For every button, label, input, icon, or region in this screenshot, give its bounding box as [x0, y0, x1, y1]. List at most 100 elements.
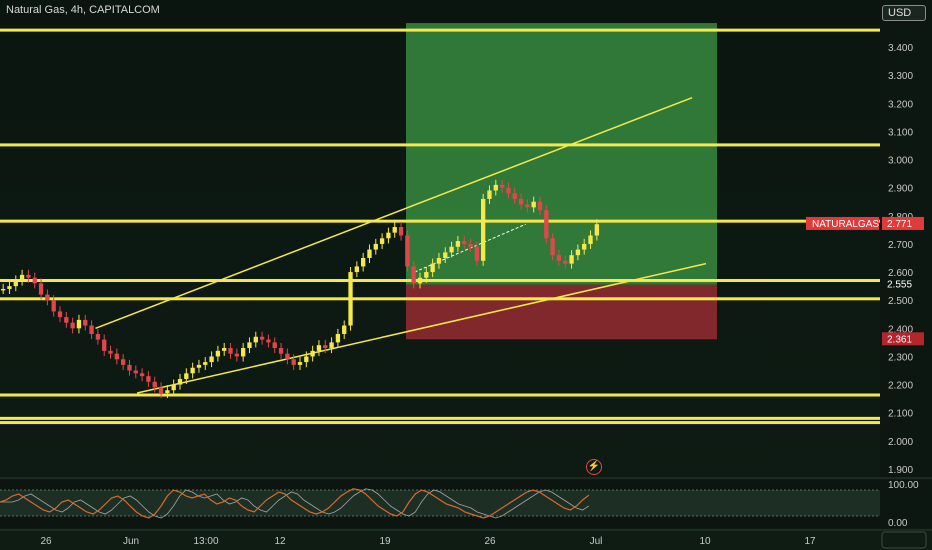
horizontal-level-line[interactable] — [0, 393, 880, 397]
candle[interactable] — [57, 311, 63, 318]
candle[interactable] — [26, 274, 31, 278]
candle[interactable] — [222, 348, 227, 351]
candle[interactable] — [127, 364, 132, 371]
candle[interactable] — [19, 274, 25, 281]
candle[interactable] — [114, 353, 119, 360]
horizontal-level-line[interactable] — [0, 28, 880, 32]
candle[interactable] — [32, 277, 37, 284]
candle[interactable] — [499, 184, 505, 188]
horizontal-level-line[interactable] — [0, 421, 880, 425]
candle[interactable] — [171, 384, 176, 391]
candle[interactable] — [253, 336, 258, 343]
candle[interactable] — [348, 272, 353, 326]
candle[interactable] — [95, 333, 101, 340]
candle[interactable] — [196, 364, 202, 368]
candle[interactable] — [481, 198, 486, 261]
candle[interactable] — [7, 286, 12, 289]
candle[interactable] — [537, 201, 543, 211]
candle[interactable] — [76, 319, 82, 329]
candle[interactable] — [278, 348, 284, 354]
candle[interactable] — [272, 342, 277, 349]
candle[interactable] — [424, 272, 429, 278]
candle[interactable] — [474, 246, 479, 261]
candle[interactable] — [468, 243, 473, 247]
horizontal-level-line[interactable] — [0, 279, 880, 283]
candle[interactable] — [582, 243, 587, 250]
horizontal-level-line[interactable] — [0, 297, 880, 301]
candle[interactable] — [203, 362, 208, 365]
candle[interactable] — [108, 350, 113, 354]
candle[interactable] — [228, 348, 233, 354]
candle[interactable] — [121, 359, 126, 365]
loss-zone[interactable] — [406, 284, 717, 340]
candle[interactable] — [569, 255, 574, 264]
candle[interactable] — [335, 333, 341, 343]
horizontal-level-line[interactable] — [0, 219, 880, 223]
candle[interactable] — [367, 249, 372, 258]
candle[interactable] — [544, 210, 549, 239]
candle[interactable] — [1, 288, 6, 291]
settings-gear-icon[interactable] — [881, 531, 927, 549]
candle[interactable] — [342, 325, 347, 334]
horizontal-level-line[interactable] — [0, 416, 880, 420]
candle[interactable] — [386, 232, 391, 239]
candle[interactable] — [379, 238, 385, 244]
candle[interactable] — [316, 345, 322, 351]
candle[interactable] — [215, 350, 221, 357]
candle[interactable] — [146, 376, 151, 382]
candle[interactable] — [361, 258, 366, 267]
candle[interactable] — [531, 201, 536, 208]
candle[interactable] — [297, 362, 303, 365]
price-axis[interactable] — [880, 0, 932, 478]
horizontal-level-line[interactable] — [0, 143, 880, 147]
candle[interactable] — [506, 187, 511, 194]
candle[interactable] — [417, 277, 423, 284]
candle[interactable] — [13, 280, 18, 287]
candle[interactable] — [594, 224, 599, 236]
candle[interactable] — [234, 353, 239, 357]
candle[interactable] — [518, 198, 524, 205]
candle[interactable] — [436, 258, 442, 264]
candle[interactable] — [139, 373, 145, 377]
candle[interactable] — [165, 390, 170, 394]
candle[interactable] — [493, 184, 498, 191]
candle[interactable] — [133, 370, 138, 374]
candle[interactable] — [575, 249, 581, 256]
candle[interactable] — [563, 260, 568, 264]
candle[interactable] — [70, 322, 75, 329]
candle[interactable] — [430, 263, 435, 273]
candle[interactable] — [285, 353, 290, 360]
candle[interactable] — [266, 339, 271, 343]
profit-zone[interactable] — [406, 23, 717, 285]
trendline[interactable] — [136, 262, 707, 394]
candle[interactable] — [405, 235, 410, 267]
candle[interactable] — [550, 238, 555, 256]
candle[interactable] — [487, 190, 492, 199]
candle[interactable] — [588, 235, 593, 244]
candle[interactable] — [241, 348, 246, 357]
candle[interactable] — [177, 378, 183, 385]
candle[interactable] — [398, 227, 404, 236]
candle[interactable] — [556, 255, 562, 261]
lightning-icon[interactable]: ⚡ — [586, 459, 602, 475]
candle[interactable] — [259, 336, 265, 340]
candle[interactable] — [443, 252, 448, 258]
candle[interactable] — [525, 204, 530, 208]
candle[interactable] — [304, 356, 309, 363]
candle[interactable] — [45, 294, 50, 301]
trendline[interactable] — [95, 96, 693, 330]
candle[interactable] — [102, 339, 107, 351]
candle[interactable] — [462, 241, 467, 244]
candle[interactable] — [83, 319, 88, 326]
candle[interactable] — [184, 373, 189, 379]
candle[interactable] — [323, 345, 328, 349]
candle[interactable] — [38, 283, 44, 295]
candle[interactable] — [354, 266, 359, 273]
candle[interactable] — [291, 359, 296, 365]
candle[interactable] — [247, 342, 252, 349]
candle[interactable] — [190, 367, 195, 374]
candle[interactable] — [158, 387, 164, 394]
candle[interactable] — [411, 266, 416, 284]
candle[interactable] — [152, 381, 157, 388]
